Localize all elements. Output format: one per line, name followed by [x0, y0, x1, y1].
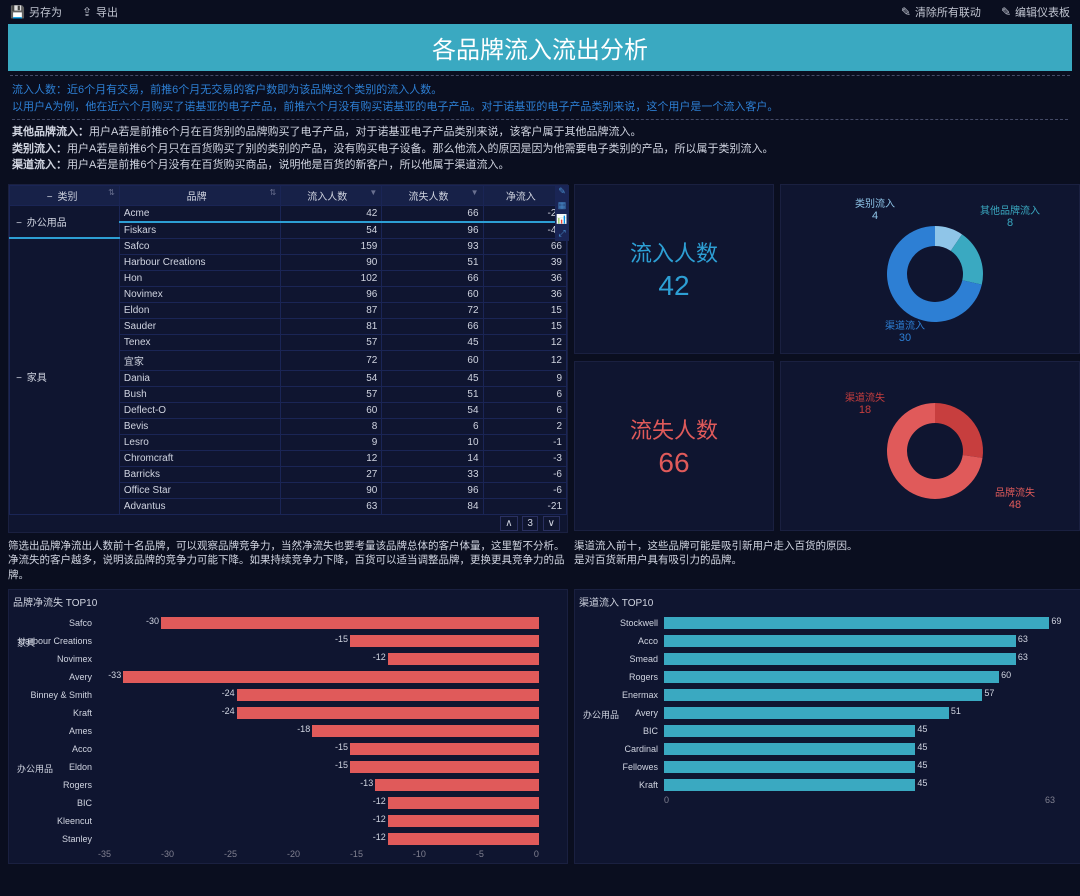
edit-dash-label: 编辑仪表板	[1015, 4, 1070, 20]
save-icon: 💾	[10, 5, 25, 19]
svg-text:18: 18	[859, 404, 871, 416]
save-as-button[interactable]: 💾 另存为	[10, 4, 62, 20]
desc-l1b: 近6个月有交易，前推6个月无交易的客户数即为该品牌这个类别的流入人数。	[67, 84, 442, 96]
note-right: 渠道流入前十，这些品牌可能是吸引新用户走入百货的原因。是对百货新用户具有吸引力的…	[574, 539, 1080, 583]
kpi-in-value: 42	[658, 270, 689, 302]
table-pager: ∧ 3 ∨	[9, 515, 567, 532]
brand-table[interactable]: − 类别⇅品牌⇅流入人数▼流失人数▼净流入▼− 办公用品Acme4266-24F…	[9, 185, 567, 515]
donut-outflow-panel: 渠道流失18 品牌流失48	[780, 361, 1080, 531]
edit-dashboard-button[interactable]: ✎ 编辑仪表板	[1001, 4, 1070, 20]
note-left: 筛选出品牌净流出人数前十名品牌，可以观察品牌竞争力，当然净流失也要考量该品牌总体…	[8, 539, 568, 583]
donut-inflow-panel: 类别流入4 其他品牌流入8 渠道流入30	[780, 184, 1080, 354]
expand-icon[interactable]: ⤢	[555, 227, 569, 241]
page-up[interactable]: ∧	[500, 516, 517, 531]
export-label: 导出	[96, 4, 118, 20]
chart-right-panel: 渠道流入 TOP10 Stockwell69Acco63Smead63Roger…	[574, 589, 1080, 864]
svg-text:4: 4	[872, 210, 878, 222]
chart-left-panel: 品牌净流失 TOP10 Safco-30家具Harbour Creations-…	[8, 589, 568, 864]
svg-text:8: 8	[1007, 217, 1013, 229]
table-side-toolbar: ✎ ▦ 📊 ⤢	[555, 185, 569, 241]
kpi-in-label: 流入人数	[630, 236, 718, 268]
top-toolbar: 💾 另存为 ⇪ 导出 ✎ 清除所有联动 ✎ 编辑仪表板	[0, 0, 1080, 24]
desc-l1a: 流入人数：	[12, 84, 67, 96]
clear-link-label: 清除所有联动	[915, 4, 981, 20]
svg-text:30: 30	[899, 332, 911, 344]
chart-right-title: 渠道流入 TOP10	[579, 594, 1079, 609]
edit-icon[interactable]: ✎	[555, 185, 569, 199]
brand-table-panel: ✎ ▦ 📊 ⤢ − 类别⇅品牌⇅流入人数▼流失人数▼净流入▼− 办公用品Acme…	[8, 184, 568, 533]
save-as-label: 另存为	[29, 4, 62, 20]
desc-l5b: 用户A若是前推6个月没有在百货购买商品，说明他是百货的新客户，所以他属于渠道流入…	[67, 159, 509, 171]
kpi-out-label: 流失人数	[630, 413, 718, 445]
page-down[interactable]: ∨	[543, 516, 560, 531]
svg-text:渠道流失: 渠道流失	[845, 391, 885, 404]
desc-l4b: 用户A若是前推6个月只在百货购买了别的类别的产品，没有购买电子设备。那么他流入的…	[67, 143, 773, 155]
kpi-inflow: 流入人数 42	[574, 184, 774, 354]
description-box: 流入人数：近6个月有交易，前推6个月无交易的客户数即为该品牌这个类别的流入人数。…	[10, 75, 1070, 178]
svg-text:品牌流失: 品牌流失	[995, 486, 1035, 499]
edit-icon: ✎	[1001, 5, 1011, 19]
desc-l5a: 渠道流入：	[12, 159, 67, 171]
page-num[interactable]: 3	[522, 516, 538, 531]
export-icon: ⇪	[82, 5, 92, 19]
chart-icon[interactable]: 📊	[555, 213, 569, 227]
svg-text:类别流入: 类别流入	[855, 197, 895, 210]
desc-l3b: 用户A若是前推6个月在百货别的品牌购买了电子产品，对于诺基亚电子产品类别来说，该…	[89, 126, 641, 138]
desc-l3a: 其他品牌流入：	[12, 126, 89, 138]
export-button[interactable]: ⇪ 导出	[82, 4, 118, 20]
svg-text:48: 48	[1009, 499, 1021, 511]
eraser-icon: ✎	[901, 5, 911, 19]
kpi-outflow: 流失人数 66	[574, 361, 774, 531]
page-title: 各品牌流入流出分析	[8, 24, 1072, 71]
clear-link-button[interactable]: ✎ 清除所有联动	[901, 4, 981, 20]
chart-left-title: 品牌净流失 TOP10	[13, 594, 563, 609]
donut-outflow-chart: 渠道流失18 品牌流失48	[785, 366, 1075, 526]
chart-right: Stockwell69Acco63Smead63Rogers60Enermax5…	[579, 615, 1079, 805]
desc-l4a: 类别流入：	[12, 143, 67, 155]
filter-icon[interactable]: ▦	[555, 199, 569, 213]
svg-text:其他品牌流入: 其他品牌流入	[980, 204, 1040, 217]
desc-l2: 以用户A为例，他在近六个月购买了诺基亚的电子产品，前推六个月没有购买诺基亚的电子…	[12, 99, 1068, 116]
donut-inflow-chart: 类别流入4 其他品牌流入8 渠道流入30	[785, 189, 1075, 349]
svg-text:渠道流入: 渠道流入	[885, 319, 925, 332]
kpi-out-value: 66	[658, 447, 689, 479]
chart-left: Safco-30家具Harbour Creations-15Novimex-12…	[13, 615, 563, 859]
